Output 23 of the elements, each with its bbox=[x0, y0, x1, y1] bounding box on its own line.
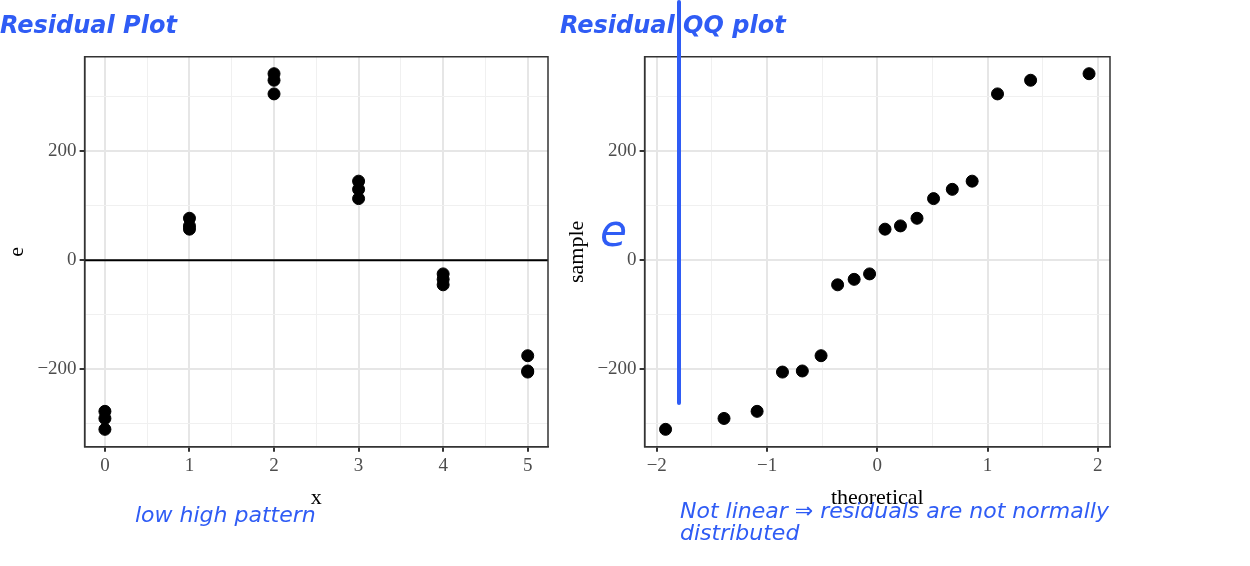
x-tick-label: 0 bbox=[100, 454, 110, 476]
x-tick-label: 1 bbox=[982, 454, 993, 476]
x-tick-label: 1 bbox=[184, 454, 195, 476]
x-tick-label: 0 bbox=[872, 454, 883, 476]
x-axis-title: x bbox=[310, 483, 322, 509]
text: e bbox=[600, 205, 628, 256]
chart-title: Residual Plot bbox=[0, 10, 179, 39]
y-tick-label: −200 bbox=[37, 357, 77, 379]
x-tick-label: 2 bbox=[1093, 454, 1103, 476]
chart-title: Residual QQ plot bbox=[560, 10, 788, 39]
x-tick-label: −1 bbox=[756, 454, 778, 476]
x-tick-label: 5 bbox=[522, 454, 533, 476]
y-tick-label: 200 bbox=[608, 139, 637, 161]
x-tick-label: −2 bbox=[646, 454, 667, 476]
y-tick-label: −200 bbox=[597, 357, 637, 379]
y-axis-title: sample bbox=[562, 220, 588, 283]
x-tick-label: 3 bbox=[353, 454, 364, 476]
y-tick-label: 0 bbox=[67, 248, 77, 270]
x-tick-label: 4 bbox=[438, 454, 449, 476]
x-tick-label: 2 bbox=[269, 454, 279, 476]
y-tick-label: 0 bbox=[627, 248, 637, 270]
y-tick-label: 200 bbox=[48, 139, 77, 161]
y-axis-title: e bbox=[2, 246, 28, 257]
